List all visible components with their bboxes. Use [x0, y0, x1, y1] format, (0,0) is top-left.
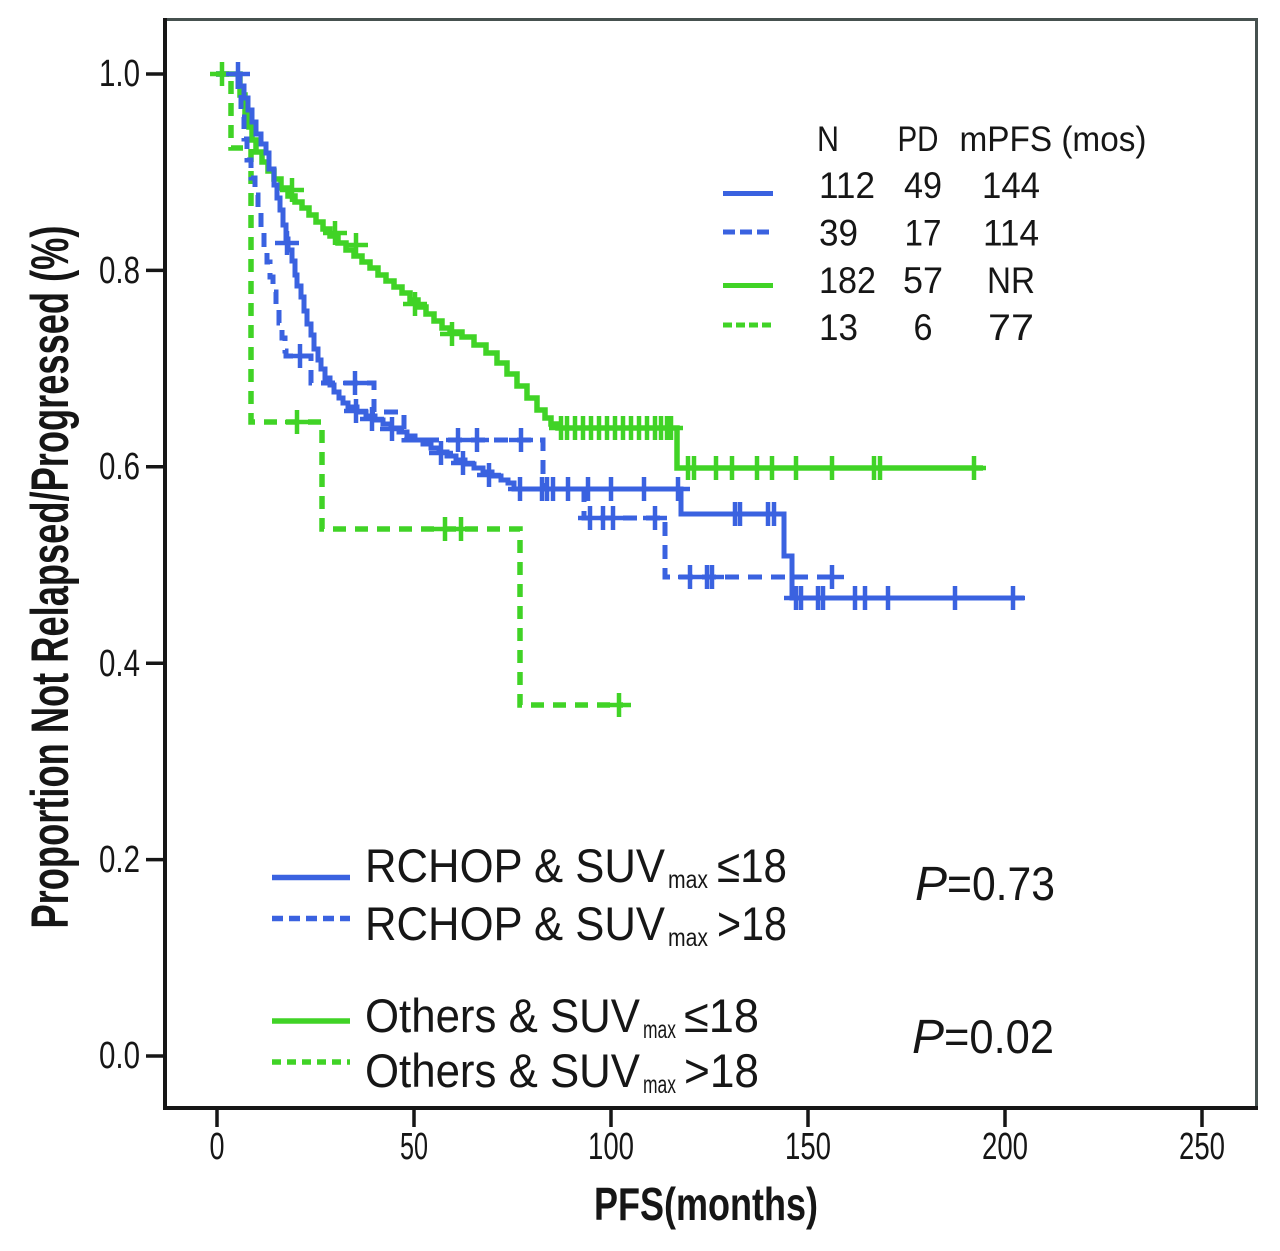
- svg-text:max: max: [643, 1016, 676, 1044]
- svg-text:Others & SUV: Others & SUV: [365, 989, 641, 1042]
- svg-text:≤18: ≤18: [717, 839, 787, 892]
- svg-text:114: 114: [983, 212, 1039, 254]
- svg-text:≤18: ≤18: [684, 989, 759, 1042]
- svg-text:100: 100: [588, 1125, 634, 1168]
- svg-text:max: max: [643, 1071, 676, 1099]
- svg-text:0.0: 0.0: [99, 1034, 140, 1077]
- svg-text:77: 77: [988, 306, 1034, 348]
- svg-text:57: 57: [903, 259, 943, 301]
- svg-text:13: 13: [819, 306, 858, 348]
- svg-text:RCHOP & SUV: RCHOP & SUV: [365, 897, 666, 950]
- svg-text:max: max: [668, 924, 708, 952]
- svg-text:250: 250: [1179, 1125, 1225, 1168]
- svg-text:17: 17: [905, 212, 942, 254]
- svg-text:39: 39: [819, 212, 858, 254]
- svg-text:PD: PD: [898, 120, 939, 159]
- svg-text:NR: NR: [987, 259, 1035, 301]
- svg-text:>18: >18: [684, 1044, 759, 1097]
- svg-text:mPFS (mos): mPFS (mos): [960, 120, 1147, 159]
- svg-text:112: 112: [819, 164, 875, 206]
- svg-text:0: 0: [210, 1125, 225, 1168]
- svg-text:144: 144: [982, 164, 1040, 206]
- svg-text:RCHOP & SUV: RCHOP & SUV: [365, 839, 666, 892]
- svg-text:N: N: [817, 120, 839, 159]
- svg-text:Proportion Not Relapsed/Progre: Proportion Not Relapsed/Progressed (%): [21, 226, 80, 929]
- svg-text:PFS(months): PFS(months): [594, 1178, 818, 1230]
- svg-text:6: 6: [914, 306, 933, 348]
- svg-text:150: 150: [785, 1125, 831, 1168]
- svg-text:P=0.73: P=0.73: [915, 857, 1055, 911]
- svg-text:0.4: 0.4: [99, 642, 140, 685]
- svg-text:max: max: [668, 866, 708, 894]
- svg-text:1.0: 1.0: [99, 52, 140, 95]
- svg-text:Others & SUV: Others & SUV: [365, 1044, 641, 1097]
- svg-text:182: 182: [819, 259, 876, 301]
- svg-text:49: 49: [904, 164, 942, 206]
- svg-text:>18: >18: [717, 897, 787, 950]
- svg-text:0.8: 0.8: [99, 249, 140, 292]
- svg-text:P=0.02: P=0.02: [912, 1010, 1054, 1064]
- svg-text:0.2: 0.2: [99, 838, 140, 881]
- svg-text:200: 200: [982, 1125, 1028, 1168]
- svg-text:0.6: 0.6: [99, 445, 140, 488]
- svg-text:50: 50: [400, 1125, 428, 1168]
